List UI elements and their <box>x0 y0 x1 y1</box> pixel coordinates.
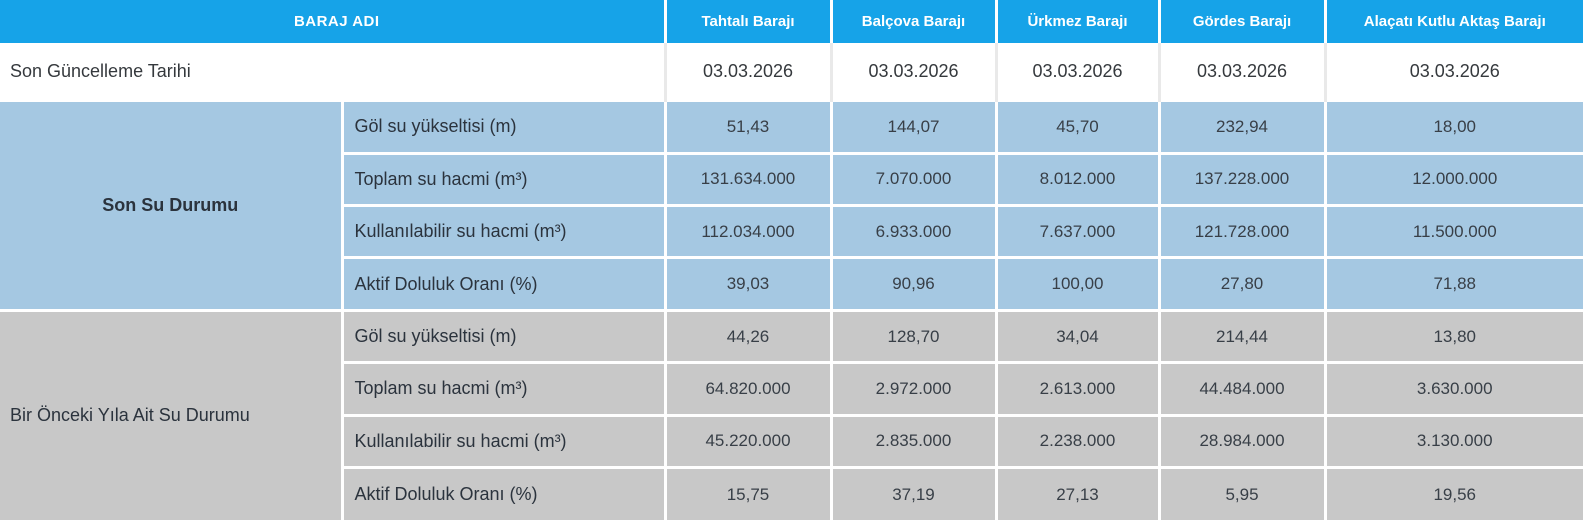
table-cell: 27,13 <box>994 466 1159 520</box>
table-row: Bir Önceki Yıla Ait Su Durumu Göl su yük… <box>0 308 1583 520</box>
table-cell: 137.228.000 <box>1157 151 1325 206</box>
table-cell: 8.012.000 <box>994 151 1159 206</box>
update-date-cell: 03.03.2026 <box>829 43 996 101</box>
update-date-cell: 03.03.2026 <box>1157 43 1325 101</box>
table-cell: 27,80 <box>1157 256 1325 311</box>
row-label-gol-su-yukseltisi: Göl su yükseltisi (m) <box>340 99 665 154</box>
table-row: Aktif Doluluk Oranı (%) 39,03 90,96 100,… <box>0 256 1583 311</box>
table-cell: 3.630.000 <box>1323 361 1583 416</box>
table-cell: 214,44 <box>1157 308 1325 363</box>
table-cell: 232,94 <box>1157 99 1325 154</box>
table-cell: 90,96 <box>829 256 996 311</box>
table-cell: 128,70 <box>829 308 996 363</box>
table-cell: 2.613.000 <box>994 361 1159 416</box>
table-cell: 19,56 <box>1323 466 1583 520</box>
table-cell: 13,80 <box>1323 308 1583 363</box>
table-cell: 34,04 <box>994 308 1159 363</box>
table-cell: 6.933.000 <box>829 204 996 258</box>
table-cell: 64.820.000 <box>663 361 831 416</box>
update-date-cell: 03.03.2026 <box>994 43 1159 101</box>
table-cell: 131.634.000 <box>663 151 831 206</box>
table-cell: 45,70 <box>994 99 1159 154</box>
column-header-urkmez-baraji: Ürkmez Barajı <box>994 0 1159 44</box>
header-baraj-adi: BARAJ ADI <box>0 0 665 44</box>
table-cell: 7.637.000 <box>994 204 1159 258</box>
row-label-toplam-su-hacmi: Toplam su hacmi (m³) <box>340 151 665 206</box>
table-row: Kullanılabilir su hacmi (m³) 45.220.000 … <box>0 413 1583 468</box>
table-cell: 100,00 <box>994 256 1159 311</box>
table-cell: 37,19 <box>829 466 996 520</box>
section-title-bir-onceki-yila-ait-su-durumu: Bir Önceki Yıla Ait Su Durumu <box>0 308 342 520</box>
table-cell: 5,95 <box>1157 466 1325 520</box>
row-label-kullanilabilir-su-hacmi: Kullanılabilir su hacmi (m³) <box>340 204 665 258</box>
table-cell: 2.238.000 <box>994 413 1159 468</box>
table-cell: 51,43 <box>663 99 831 154</box>
table-row: Son Su Durumu Göl su yükseltisi (m) 51,4… <box>0 99 1583 311</box>
table-cell: 144,07 <box>829 99 996 154</box>
update-date-cell: 03.03.2026 <box>663 43 831 101</box>
column-header-tahtali-baraji: Tahtalı Barajı <box>663 0 831 44</box>
table-cell: 121.728.000 <box>1157 204 1325 258</box>
table-cell: 39,03 <box>663 256 831 311</box>
row-label-aktif-doluluk-orani: Aktif Doluluk Oranı (%) <box>340 466 665 520</box>
table-row: Aktif Doluluk Oranı (%) 15,75 37,19 27,1… <box>0 466 1583 520</box>
table-cell: 18,00 <box>1323 99 1583 154</box>
table-cell: 44,26 <box>663 308 831 363</box>
update-date-row: Son Güncelleme Tarihi 03.03.2026 03.03.2… <box>0 43 1583 101</box>
table-cell: 2.835.000 <box>829 413 996 468</box>
table-cell: 112.034.000 <box>663 204 831 258</box>
update-date-label: Son Güncelleme Tarihi <box>0 43 665 101</box>
column-header-balcova-baraji: Balçova Barajı <box>829 0 996 44</box>
table-cell: 71,88 <box>1323 256 1583 311</box>
table-cell: 12.000.000 <box>1323 151 1583 206</box>
update-date-cell: 03.03.2026 <box>1323 43 1583 101</box>
table-row: Toplam su hacmi (m³) 64.820.000 2.972.00… <box>0 361 1583 416</box>
row-label-toplam-su-hacmi: Toplam su hacmi (m³) <box>340 361 665 416</box>
table-cell: 44.484.000 <box>1157 361 1325 416</box>
column-header-gordes-baraji: Gördes Barajı <box>1157 0 1325 44</box>
table-row: Toplam su hacmi (m³) 131.634.000 7.070.0… <box>0 151 1583 206</box>
row-label-kullanilabilir-su-hacmi: Kullanılabilir su hacmi (m³) <box>340 413 665 468</box>
table-cell: 45.220.000 <box>663 413 831 468</box>
section-title-son-su-durumu: Son Su Durumu <box>0 99 342 311</box>
table-cell: 7.070.000 <box>829 151 996 206</box>
table-cell: 2.972.000 <box>829 361 996 416</box>
table-cell: 28.984.000 <box>1157 413 1325 468</box>
row-label-aktif-doluluk-orani: Aktif Doluluk Oranı (%) <box>340 256 665 311</box>
table-cell: 3.130.000 <box>1323 413 1583 468</box>
table-cell: 15,75 <box>663 466 831 520</box>
table-row: Kullanılabilir su hacmi (m³) 112.034.000… <box>0 204 1583 258</box>
column-header-alacati-kutlu-aktas-baraji: Alaçatı Kutlu Aktaş Barajı <box>1323 0 1583 44</box>
table-header-row: BARAJ ADI Tahtalı Barajı Balçova Barajı … <box>0 0 1583 44</box>
table-cell: 11.500.000 <box>1323 204 1583 258</box>
row-label-gol-su-yukseltisi: Göl su yükseltisi (m) <box>340 308 665 363</box>
